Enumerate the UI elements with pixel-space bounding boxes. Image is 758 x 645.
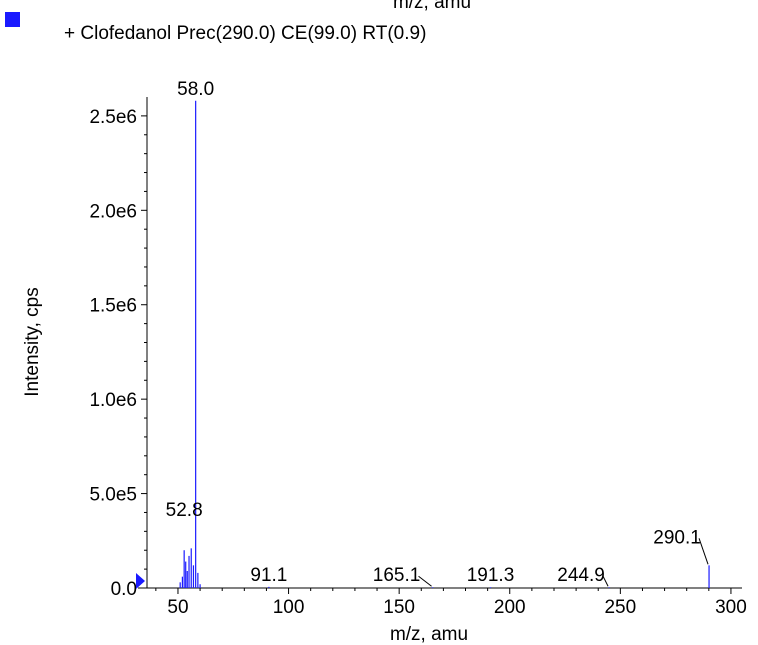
x-tick-label: 200 (494, 597, 526, 618)
peak-annotation: 191.3 (467, 565, 515, 586)
x-tick-label: 250 (604, 597, 636, 618)
y-tick-label: 2.5e6 (89, 107, 137, 128)
peaks (179, 100, 710, 588)
y-tick-label: 5.0e5 (89, 485, 137, 506)
peak-annotation: 165.1 (373, 565, 421, 586)
legend-text: + Clofedanol Prec(290.0) CE(99.0) RT(0.9… (64, 23, 426, 44)
y-ticks: 0.0 5.0e5 1.0e6 1.5e6 2.0e6 2.5e6 (89, 107, 147, 600)
y-tick-label: 2.0e6 (89, 201, 137, 222)
legend-marker (5, 12, 20, 27)
peak-annotation: 290.1 (653, 527, 701, 548)
x-tick-label: 300 (715, 597, 747, 618)
x-tick-label: 150 (383, 597, 415, 618)
y-tick-label: 1.0e6 (89, 390, 137, 411)
x-axis-label: m/z, amu (390, 624, 468, 645)
y-tick-label: 1.5e6 (89, 296, 137, 317)
annotation-leader (602, 576, 609, 587)
x-tick-label: 100 (273, 597, 305, 618)
peak-annotation: 52.8 (166, 500, 203, 521)
x-tick-label: 50 (167, 597, 188, 618)
y-tick-label: 0.0 (111, 579, 137, 600)
peak-annotation: 58.0 (177, 79, 214, 100)
y-axis-label: Intensity, cps (22, 287, 43, 396)
annotations: 58.0 52.8 91.1 165.1 191.3 244.9 290.1 (166, 79, 709, 587)
peak-annotation: 91.1 (250, 565, 287, 586)
top-cut-label: m/z, amu (393, 0, 471, 13)
peak-annotation: 244.9 (557, 565, 605, 586)
annotation-leader (418, 575, 432, 587)
axes (138, 97, 742, 589)
threshold-marker (136, 573, 145, 589)
annotation-leader (698, 538, 709, 565)
x-ticks: 50 100 150 200 250 300 (155, 588, 747, 618)
